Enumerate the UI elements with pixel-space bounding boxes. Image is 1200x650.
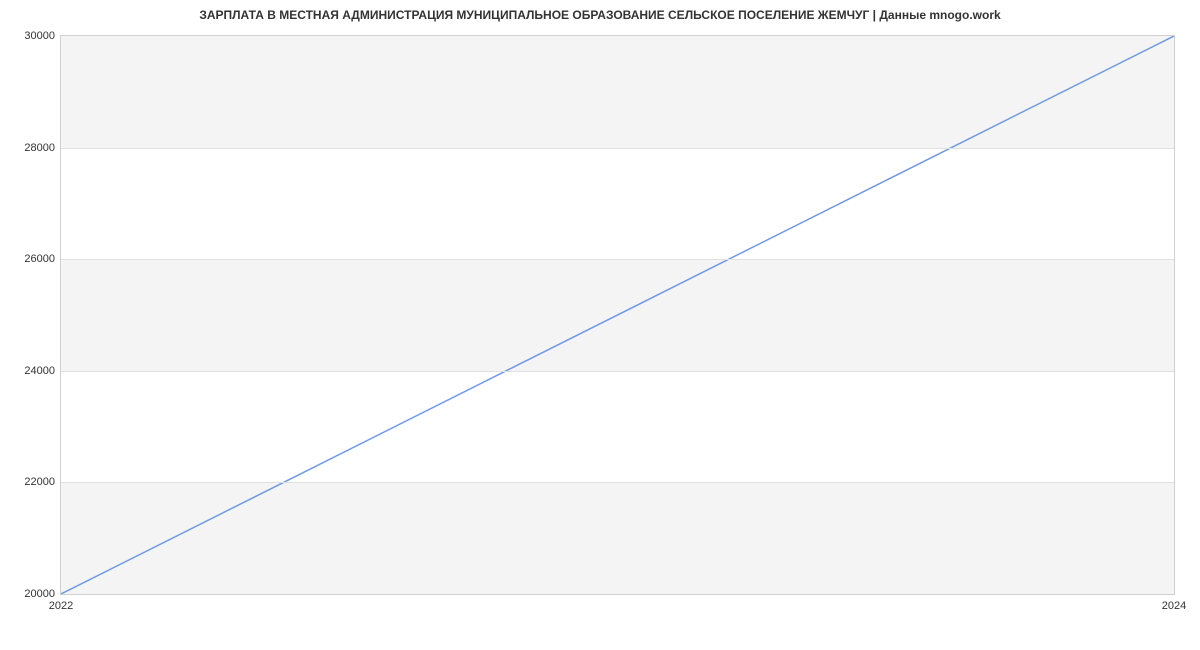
plot-band xyxy=(61,482,1174,594)
gridline xyxy=(61,148,1174,149)
chart-container: 20000220002400026000280003000020222024 xyxy=(60,35,1175,595)
plot-area: 20000220002400026000280003000020222024 xyxy=(60,35,1175,595)
gridline xyxy=(61,482,1174,483)
gridline xyxy=(61,259,1174,260)
y-tick-label: 22000 xyxy=(24,476,55,488)
x-tick-label: 2022 xyxy=(49,600,73,612)
y-tick-label: 20000 xyxy=(24,588,55,600)
y-tick-label: 30000 xyxy=(24,30,55,42)
y-tick-label: 28000 xyxy=(24,142,55,154)
plot-band xyxy=(61,259,1174,371)
y-tick-label: 26000 xyxy=(24,253,55,265)
chart-title: ЗАРПЛАТА В МЕСТНАЯ АДМИНИСТРАЦИЯ МУНИЦИП… xyxy=(0,0,1200,22)
gridline xyxy=(61,371,1174,372)
y-tick-label: 24000 xyxy=(24,365,55,377)
x-tick-label: 2024 xyxy=(1162,600,1186,612)
plot-band xyxy=(61,36,1174,148)
